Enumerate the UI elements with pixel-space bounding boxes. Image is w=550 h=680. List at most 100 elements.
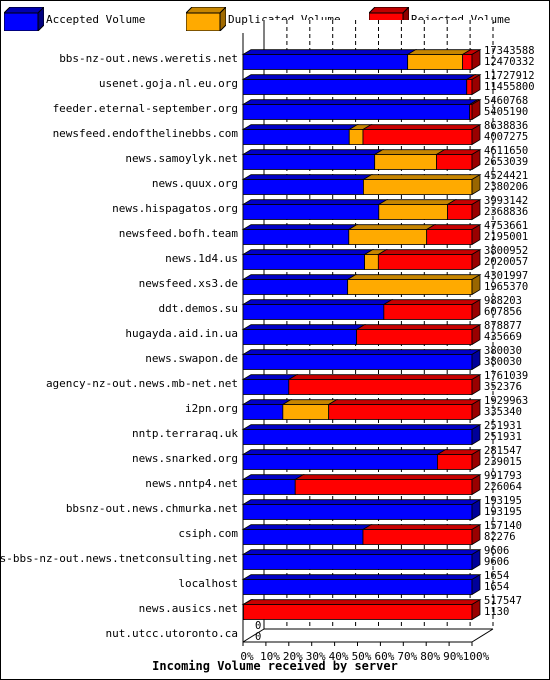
accepted-volume-label: 9606 (484, 556, 509, 568)
legend-label-accepted: Accepted Volume (46, 13, 146, 26)
bar-top-rejected (242, 599, 482, 605)
bar-top-accepted (241, 524, 373, 530)
bar-accepted (242, 304, 385, 320)
legend-swatch-duplicated (186, 7, 226, 31)
total-volume-label: 193195 (484, 495, 522, 507)
bar-accepted (242, 529, 364, 545)
accepted-volume-label: 352376 (484, 381, 522, 393)
x-tick-label-8: 80% (420, 650, 440, 663)
bar-accepted (242, 429, 473, 445)
bar-rejected (362, 529, 473, 545)
bar-accepted (242, 79, 468, 95)
total-volume-label: 4301997 (484, 270, 528, 282)
bar-rejected (243, 604, 473, 620)
total-volume-label: 9606 (484, 545, 509, 557)
category-label: nntp.terraraq.uk (132, 427, 238, 440)
bar-accepted (242, 104, 471, 120)
x-axis-depth (471, 628, 494, 643)
total-volume-label: 1654 (484, 570, 509, 582)
bar-side-rejected (471, 398, 481, 421)
total-volume-label: 8638836 (484, 120, 528, 132)
bar-duplicated (282, 404, 330, 420)
bar-top-accepted (241, 449, 447, 455)
accepted-volume-label: 1654 (484, 581, 509, 593)
bar-top-accepted (241, 74, 477, 80)
total-volume-label: 0 (255, 620, 261, 632)
total-volume-label: 1929963 (484, 395, 528, 407)
category-label: newsfeed.bofh.team (119, 227, 239, 240)
category-label: feeder.eternal-september.org (53, 102, 238, 115)
bar-rejected (328, 404, 473, 420)
accepted-volume-label: 380030 (484, 356, 522, 368)
total-volume-label: 991793 (484, 470, 522, 482)
category-label: usenet.goja.nl.eu.org (99, 77, 238, 90)
total-volume-label: 4524421 (484, 170, 528, 182)
bar-side-rejected (471, 73, 481, 96)
category-label: news.1d4.us (165, 252, 238, 265)
accepted-volume-label: 435669 (484, 331, 522, 343)
bar-top-duplicated (346, 274, 482, 280)
bar-accepted (242, 354, 473, 370)
bar-top-accepted (241, 199, 389, 205)
bar-accepted (242, 254, 365, 270)
accepted-volume-label: 335340 (484, 406, 522, 418)
bar-side-duplicated (471, 273, 481, 296)
accepted-volume-label: 2368836 (484, 206, 528, 218)
accepted-volume-label: 1130 (484, 606, 509, 618)
bar-accepted (242, 329, 357, 345)
bar-top-rejected (425, 224, 482, 230)
category-label: news.snarked.org (132, 452, 238, 465)
bar-top-accepted (241, 124, 359, 130)
bar-rejected (447, 204, 473, 220)
category-label: news.ausics.net (139, 602, 238, 615)
bar-duplicated (407, 54, 464, 70)
bar-side-rejected (471, 598, 481, 621)
bar-side-rejected (471, 323, 481, 346)
bar-top-accepted (241, 274, 358, 280)
x-tick-label-10: 100% (463, 650, 490, 663)
x-tick-label-0: 0% (240, 650, 254, 663)
accepted-volume-label: 2020057 (484, 256, 528, 268)
accepted-volume-label: 12470332 (484, 56, 535, 68)
bar-top-accepted (241, 224, 359, 230)
bar-top-rejected (382, 299, 482, 305)
bar-accepted (242, 479, 296, 495)
accepted-volume-label: 5405190 (484, 106, 528, 118)
total-volume-label: 380030 (484, 345, 522, 357)
bar-rejected (426, 229, 473, 245)
bar-top-accepted (241, 574, 482, 580)
bar-top-accepted (241, 149, 385, 155)
bar-side-accepted (471, 423, 481, 446)
bar-rejected (437, 454, 473, 470)
bar-accepted (242, 129, 350, 145)
bar-rejected (466, 79, 473, 95)
x-tick-label-5: 50% (352, 650, 372, 663)
accepted-volume-label: 2380206 (484, 181, 528, 193)
bar-side-accepted (471, 348, 481, 371)
bar-side-accepted (471, 573, 481, 596)
category-label: news.nntp4.net (145, 477, 238, 490)
bar-accepted (242, 54, 409, 70)
total-volume-label: 878877 (484, 320, 522, 332)
bar-rejected (294, 479, 473, 495)
category-label: agency-nz-out.news.mb-net.net (46, 377, 238, 390)
bar-side-rejected (471, 473, 481, 496)
total-volume-label: 4753661 (484, 220, 528, 232)
accepted-volume-label: 193195 (484, 506, 522, 518)
accepted-volume-label: 2653039 (484, 156, 528, 168)
bar-top-accepted (241, 374, 299, 380)
bar-duplicated (374, 154, 437, 170)
bar-top-duplicated (373, 149, 446, 155)
total-volume-label: 17343588 (484, 45, 535, 57)
accepted-volume-label: 4007275 (484, 131, 528, 143)
total-volume-label: 5460768 (484, 95, 528, 107)
legend-swatch-accepted (4, 7, 44, 31)
bar-accepted (242, 554, 473, 570)
category-label: news-bbs-nz-out.news.tnetconsulting.net (0, 552, 238, 565)
bar-accepted (242, 504, 473, 520)
bar-side-rejected (471, 448, 481, 471)
floor-left-edge (242, 628, 265, 643)
category-label: bbsnz-out.news.chmurka.net (66, 502, 238, 515)
bar-accepted (242, 154, 376, 170)
